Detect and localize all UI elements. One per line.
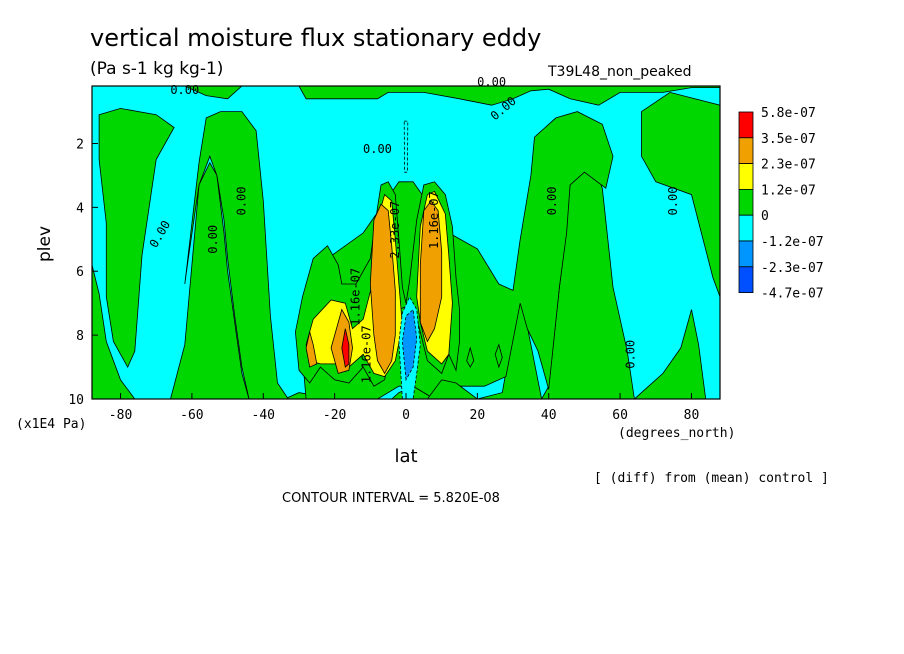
contour-region — [466, 346, 475, 368]
x-tick-label: -40 — [252, 408, 275, 423]
colorbar-label: 1.2e-07 — [761, 183, 816, 198]
colorbar-swatch — [738, 214, 754, 242]
colorbar-label: -1.2e-07 — [761, 235, 824, 250]
y-tick-label: 4 — [76, 201, 84, 216]
contour-region — [426, 379, 479, 399]
contour-label: 0.00 — [170, 83, 199, 97]
diff-note: [ (diff) from (mean) control ] — [594, 471, 829, 486]
contour-label: 0.00 — [206, 225, 220, 254]
contour-region — [341, 328, 350, 368]
x-tick-label: -80 — [109, 408, 132, 423]
contour-label: 2.33e-07 — [388, 201, 402, 259]
colorbar-swatch — [738, 111, 754, 139]
colorbar-label: 0 — [761, 209, 769, 224]
x-axis-units: (degrees_north) — [618, 426, 735, 441]
y-tick-label: 8 — [76, 329, 84, 344]
colorbar-swatch — [738, 188, 754, 216]
contour-region — [305, 331, 318, 368]
colorbar-swatch — [738, 137, 754, 165]
contour-label: 0.00 — [623, 340, 637, 369]
colorbar-label: -2.3e-07 — [761, 261, 824, 276]
y-tick-label: 10 — [68, 393, 84, 408]
x-axis-label: lat — [394, 446, 417, 467]
filled-contour-regions — [92, 86, 720, 399]
contour-region — [403, 120, 409, 173]
contour-region — [98, 107, 175, 368]
contour-interval: CONTOUR INTERVAL = 5.820E-08 — [282, 491, 500, 506]
x-tick-label: -20 — [323, 408, 346, 423]
contour-label: 0.00 — [666, 187, 680, 216]
colorbar-swatch — [738, 240, 754, 268]
contour-label: 1.16e-07 — [427, 191, 441, 249]
x-tick-label: 40 — [541, 408, 557, 423]
x-tick-label: 60 — [612, 408, 628, 423]
plot-area: -80 -60 -40 -20 0 20 40 60 80 2 4 6 8 10 0.00 0.00 0.00… — [68, 75, 721, 423]
axis-ticks: -80 -60 -40 -20 0 20 40 60 80 2 4 6 8 10 — [68, 137, 699, 423]
x-tick-label: 80 — [684, 408, 700, 423]
chart-title: vertical moisture flux stationary eddy — [90, 24, 541, 52]
x-tick-label: 20 — [470, 408, 486, 423]
colorbar-label: -4.7e-07 — [761, 287, 824, 302]
colorbar-label: 2.3e-07 — [761, 158, 816, 173]
contour-region — [494, 343, 503, 369]
y-axis-units: (x1E4 Pa) — [16, 417, 86, 432]
contour-region — [401, 308, 418, 382]
x-tick-label: 0 — [402, 408, 410, 423]
y-axis-label: plev — [35, 226, 55, 262]
colorbar-swatch — [738, 163, 754, 190]
contour-label: 0.00 — [363, 142, 392, 156]
x-tick-label: -60 — [180, 408, 203, 423]
colorbar-label: 3.5e-07 — [761, 132, 816, 147]
colorbar: 5.8e-07 3.5e-07 2.3e-07 1.2e-07 0 -1.2e-07 -2.… — [738, 106, 824, 302]
y-tick-label: 6 — [76, 265, 84, 280]
contour-label: 1.16e-07 — [359, 325, 373, 383]
contour-label: 0.00 — [545, 187, 559, 216]
chart-units: (Pa s-1 kg kg-1) — [90, 59, 223, 79]
contour-label: 0.00 — [477, 75, 506, 89]
colorbar-swatch — [738, 266, 754, 293]
contour-labels: 0.000.00 0.000.000.000.00 0.000.000.001.16… — [147, 75, 681, 383]
contour-label: 1.16e-07 — [349, 268, 363, 326]
y-tick-label: 2 — [76, 137, 84, 152]
contour-region — [419, 200, 443, 343]
contour-region — [369, 203, 396, 375]
contour-label: 0.00 — [234, 187, 248, 216]
colorbar-label: 5.8e-07 — [761, 106, 816, 121]
run-label: T39L48_non_peaked — [547, 64, 691, 80]
